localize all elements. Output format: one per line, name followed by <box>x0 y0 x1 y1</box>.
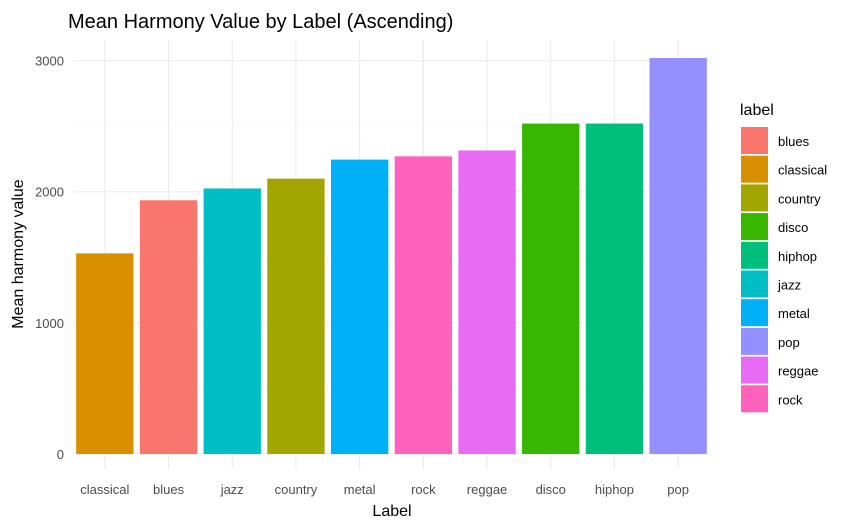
x-tick-label: hiphop <box>595 482 634 497</box>
bar-metal <box>330 159 389 455</box>
legend: label blues classical country disco hiphop ja… <box>740 102 827 413</box>
legend-key-metal <box>741 299 768 327</box>
legend-label: classical <box>778 163 827 178</box>
x-tick-label: rock <box>411 482 436 497</box>
chart-title: Mean Harmony Value by Label (Ascending) <box>68 11 453 33</box>
x-axis-title: Label <box>372 503 411 520</box>
x-tick-label: disco <box>536 482 566 497</box>
x-tick-label: country <box>275 482 318 497</box>
bar-country <box>267 178 325 455</box>
bar-rock <box>394 156 453 455</box>
x-tick-label: classical <box>80 482 129 497</box>
legend-key-rock <box>741 385 768 413</box>
legend-key-jazz <box>741 270 768 298</box>
legend-key-blues <box>741 127 768 154</box>
bar-reggae <box>458 150 516 454</box>
legend-key-reggae <box>741 356 768 384</box>
legend-label: reggae <box>778 364 818 379</box>
y-axis-ticks: 0 1000 2000 3000 <box>35 54 64 462</box>
bar-pop <box>649 58 707 454</box>
x-tick-label: metal <box>344 482 376 497</box>
legend-key-country <box>741 184 768 212</box>
x-tick-label: jazz <box>220 482 244 497</box>
bar-jazz <box>203 188 261 454</box>
y-tick-label: 1000 <box>35 316 64 331</box>
legend-label: metal <box>778 306 810 321</box>
legend-key-pop <box>741 327 768 355</box>
legend-title: label <box>740 102 774 119</box>
legend-key-hiphop <box>741 241 768 269</box>
legend-key-classical <box>741 155 768 183</box>
legend-label: hiphop <box>778 249 817 264</box>
legend-label: pop <box>778 335 800 350</box>
bars <box>76 58 707 455</box>
bar-classical <box>76 253 134 454</box>
x-axis-ticks: classical blues jazz country metal rock reggae… <box>80 482 689 497</box>
y-axis-title: Mean harmony value <box>10 179 27 329</box>
x-tick-label: pop <box>667 482 689 497</box>
legend-key-disco <box>741 213 768 241</box>
y-tick-label: 2000 <box>35 185 64 200</box>
x-tick-label: reggae <box>467 482 507 497</box>
legend-label: rock <box>778 392 803 407</box>
legend-label: blues <box>778 134 810 149</box>
y-tick-label: 3000 <box>35 54 64 69</box>
legend-label: jazz <box>777 278 801 293</box>
x-tick-label: blues <box>153 482 185 497</box>
bar-disco <box>522 123 580 454</box>
bar-hiphop <box>585 123 644 454</box>
bar-blues <box>139 200 198 454</box>
legend-label: country <box>778 191 821 206</box>
y-tick-label: 0 <box>57 447 64 462</box>
legend-label: disco <box>778 220 808 235</box>
